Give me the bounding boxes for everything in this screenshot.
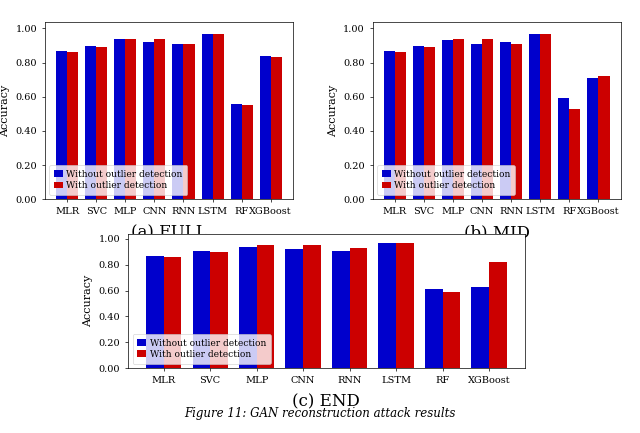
Bar [396,243,414,368]
Bar [143,42,154,199]
Bar [154,39,166,199]
Bar [540,34,551,199]
Bar [212,34,223,199]
Bar [500,42,511,199]
Bar [242,105,253,199]
Bar [443,292,460,368]
Bar [482,39,493,199]
Bar [384,51,395,199]
Bar [257,246,275,368]
Bar [395,52,406,199]
Bar [115,39,125,199]
Legend: Without outlier detection, With outlier detection: Without outlier detection, With outlier … [132,334,271,364]
Bar [164,257,181,368]
Bar [424,47,435,199]
Bar [184,44,195,199]
Bar [413,45,424,199]
Bar [193,251,210,368]
Bar [349,248,367,368]
Legend: Without outlier detection, With outlier detection: Without outlier detection, With outlier … [377,165,515,195]
Bar [425,289,443,368]
Bar [85,45,96,199]
Bar [260,56,271,199]
Bar [558,98,570,199]
Bar [332,251,349,368]
Legend: Without outlier detection, With outlier detection: Without outlier detection, With outlier … [49,165,188,195]
Bar [472,287,489,368]
Y-axis label: Accuracy: Accuracy [328,84,338,136]
X-axis label: (a) FULL: (a) FULL [131,224,207,241]
Bar [471,44,482,199]
Y-axis label: Accuracy: Accuracy [0,84,10,136]
Bar [67,52,78,199]
Bar [588,78,598,199]
Text: Figure 11: GAN reconstruction attack results: Figure 11: GAN reconstruction attack res… [184,407,456,420]
X-axis label: (c) END: (c) END [292,393,360,410]
Bar [125,39,136,199]
Bar [442,40,453,199]
Bar [303,246,321,368]
Bar [598,76,609,199]
Y-axis label: Accuracy: Accuracy [83,275,93,327]
Bar [210,252,228,368]
Bar [489,262,507,368]
Bar [239,247,257,368]
Bar [56,51,67,199]
Bar [146,256,164,368]
Bar [230,103,242,199]
Bar [96,47,108,199]
Bar [202,34,212,199]
Bar [511,44,522,199]
Bar [529,34,540,199]
Bar [172,44,184,199]
X-axis label: (b) MID: (b) MID [463,224,530,241]
Bar [570,109,580,199]
Bar [285,249,303,368]
Bar [453,39,464,199]
Bar [378,243,396,368]
Bar [271,58,282,199]
